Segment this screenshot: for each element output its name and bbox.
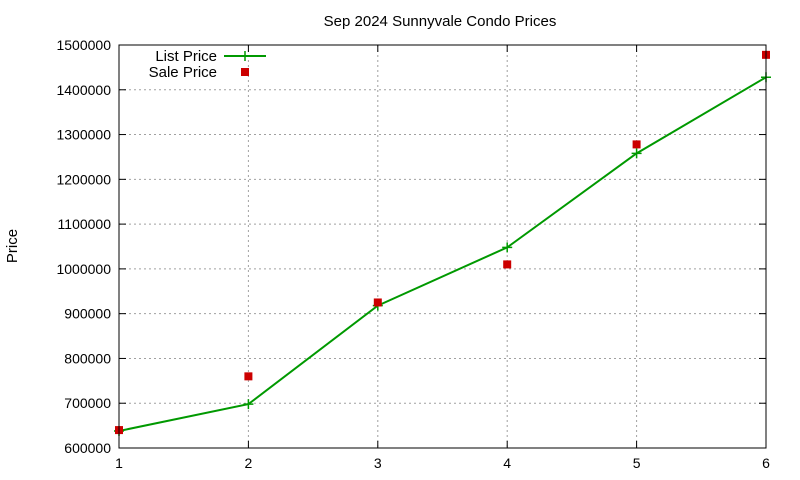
x-tick-label: 3 [374, 455, 382, 471]
y-tick-label: 800000 [64, 350, 111, 366]
y-tick-label: 1300000 [56, 127, 111, 143]
plot-frame [118, 44, 767, 449]
y-tick-label: 1500000 [56, 37, 111, 53]
x-tick-label: 1 [115, 455, 123, 471]
x-tick-label: 5 [633, 455, 641, 471]
x-tick-label: 4 [503, 455, 511, 471]
y-tick-label: 1400000 [56, 82, 111, 98]
y-tick-label: 900000 [64, 306, 111, 322]
legend-symbol-list-price [224, 51, 266, 61]
y-tick-label: 1000000 [56, 261, 111, 277]
x-tick-label: 2 [245, 455, 253, 471]
y-tick-label: 700000 [64, 395, 111, 411]
list-price-point [243, 399, 254, 410]
grid-lines [119, 45, 766, 448]
legend-symbol-sale-price [241, 68, 249, 76]
list-price-line [118, 76, 767, 432]
y-tick-label: 1100000 [58, 216, 112, 232]
sale-price-point [244, 372, 253, 381]
list-price-point [631, 148, 642, 159]
tick-labels: 6000007000008000009000001000000110000012… [56, 37, 770, 471]
series-marks [114, 50, 771, 436]
x-tick-label: 6 [762, 455, 770, 471]
y-tick-label: 1200000 [56, 171, 111, 187]
y-tick-label: 600000 [64, 440, 111, 456]
sale-price-point [373, 298, 382, 307]
list-price-point [502, 242, 513, 253]
legend-label-sale-price: Sale Price [149, 64, 217, 81]
y-axis-label: Price [4, 229, 21, 263]
axis-ticks [118, 44, 767, 449]
legend-label-list-price: List Price [155, 48, 217, 65]
sale-price-point [503, 260, 512, 269]
sale-price-point [632, 140, 641, 149]
chart-title: Sep 2024 Sunnyvale Condo Prices [324, 13, 557, 30]
